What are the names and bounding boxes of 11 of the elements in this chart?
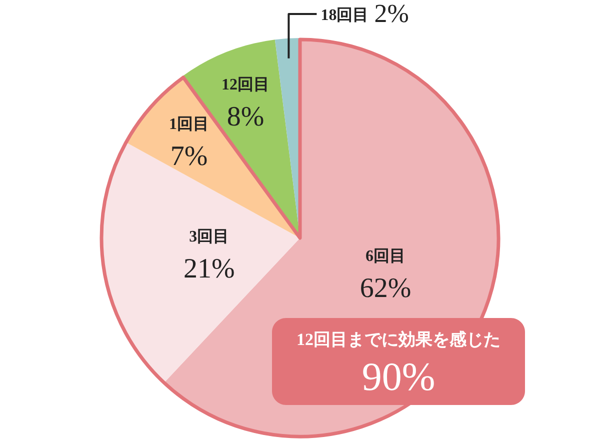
data-label: 62% (360, 272, 412, 304)
slice-label: 12回目 (222, 76, 270, 94)
data-label: 21% (183, 253, 235, 284)
slice-label: 1回目 (168, 116, 209, 134)
text: 12回目までに効果を感じた 90% (296, 330, 500, 399)
slice-label: 18回目 (320, 7, 369, 24)
slice-label: 6回目 (366, 248, 406, 265)
data-label: 2% (374, 0, 409, 28)
slice-label: 3回目 (189, 228, 230, 246)
data-label: 8% (226, 101, 264, 132)
data-label: 7% (170, 141, 208, 172)
